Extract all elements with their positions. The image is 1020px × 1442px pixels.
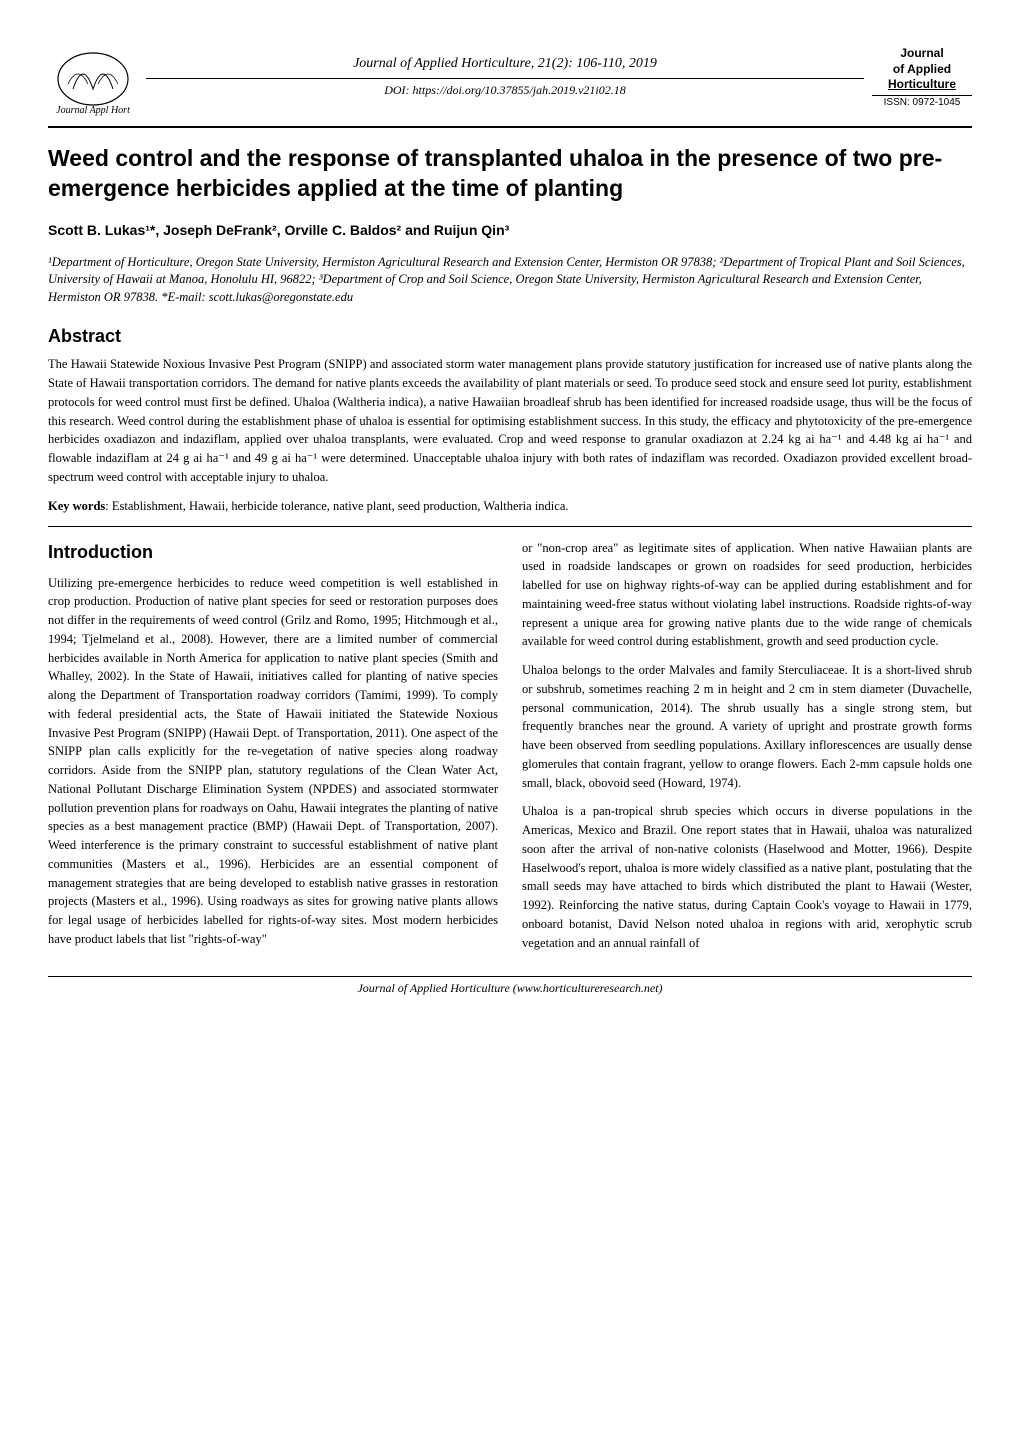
- title-bar: Weed control and the response of transpl…: [48, 126, 972, 204]
- article-title: Weed control and the response of transpl…: [48, 144, 972, 204]
- header-row: Journal Appl Hort Journal of Applied Hor…: [48, 32, 972, 122]
- abstract-heading: Abstract: [48, 326, 972, 347]
- journal-citation: Journal of Applied Horticulture, 21(2): …: [146, 56, 864, 79]
- logo-right: Journal of Applied Horticulture ISSN: 09…: [872, 46, 972, 108]
- doi-text: DOI: https://doi.org/10.37855/jah.2019.v…: [138, 83, 872, 98]
- introduction-heading: Introduction: [48, 539, 498, 566]
- affiliations-block: ¹Department of Horticulture, Oregon Stat…: [48, 254, 972, 307]
- keywords-text: : Establishment, Hawaii, herbicide toler…: [105, 499, 568, 513]
- keywords-line: Key words: Establishment, Hawaii, herbic…: [48, 499, 972, 514]
- divider-top: [48, 526, 972, 527]
- abstract-text: The Hawaii Statewide Noxious Invasive Pe…: [48, 355, 972, 486]
- keywords-label: Key words: [48, 499, 105, 513]
- footer-text: Journal of Applied Horticulture (www.hor…: [48, 976, 972, 996]
- authors-line: Scott B. Lukas¹*, Joseph DeFrank², Orvil…: [48, 222, 972, 238]
- journal-name-line3: Horticulture: [872, 77, 972, 93]
- intro-paragraph-1: Utilizing pre-emergence herbicides to re…: [48, 574, 498, 949]
- intro-paragraph-4: Uhaloa is a pan-tropical shrub species w…: [522, 802, 972, 952]
- header-center: Journal of Applied Horticulture, 21(2): …: [138, 56, 872, 98]
- two-column-body: Introduction Utilizing pre-emergence her…: [48, 539, 972, 963]
- column-left: Introduction Utilizing pre-emergence her…: [48, 539, 498, 963]
- issn-text: ISSN: 0972-1045: [872, 95, 972, 108]
- journal-name-line2: of Applied: [872, 62, 972, 78]
- intro-paragraph-3: Uhaloa belongs to the order Malvales and…: [522, 661, 972, 792]
- journal-logo-icon: [53, 39, 133, 109]
- logo-left-text: Journal Appl Hort: [56, 105, 130, 116]
- logo-left: Journal Appl Hort: [48, 32, 138, 122]
- intro-paragraph-2: or "non-crop area" as legitimate sites o…: [522, 539, 972, 652]
- column-right: or "non-crop area" as legitimate sites o…: [522, 539, 972, 963]
- journal-name-line1: Journal: [872, 46, 972, 62]
